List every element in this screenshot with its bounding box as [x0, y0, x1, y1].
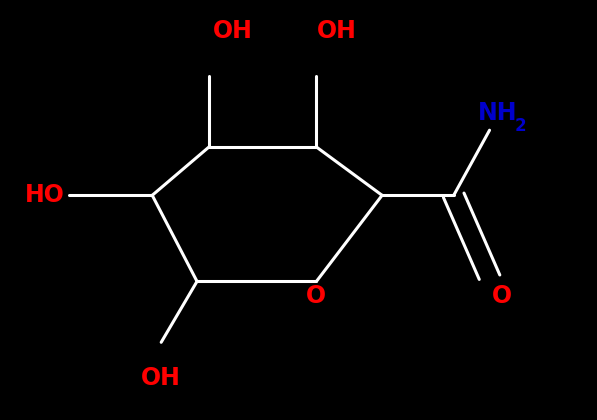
Text: HO: HO — [25, 183, 64, 207]
Text: O: O — [306, 284, 327, 308]
Text: OH: OH — [318, 19, 357, 44]
Text: OH: OH — [213, 19, 253, 44]
Text: OH: OH — [141, 366, 181, 390]
Text: O: O — [491, 284, 512, 308]
Text: 2: 2 — [515, 117, 526, 135]
Text: NH: NH — [478, 101, 517, 126]
